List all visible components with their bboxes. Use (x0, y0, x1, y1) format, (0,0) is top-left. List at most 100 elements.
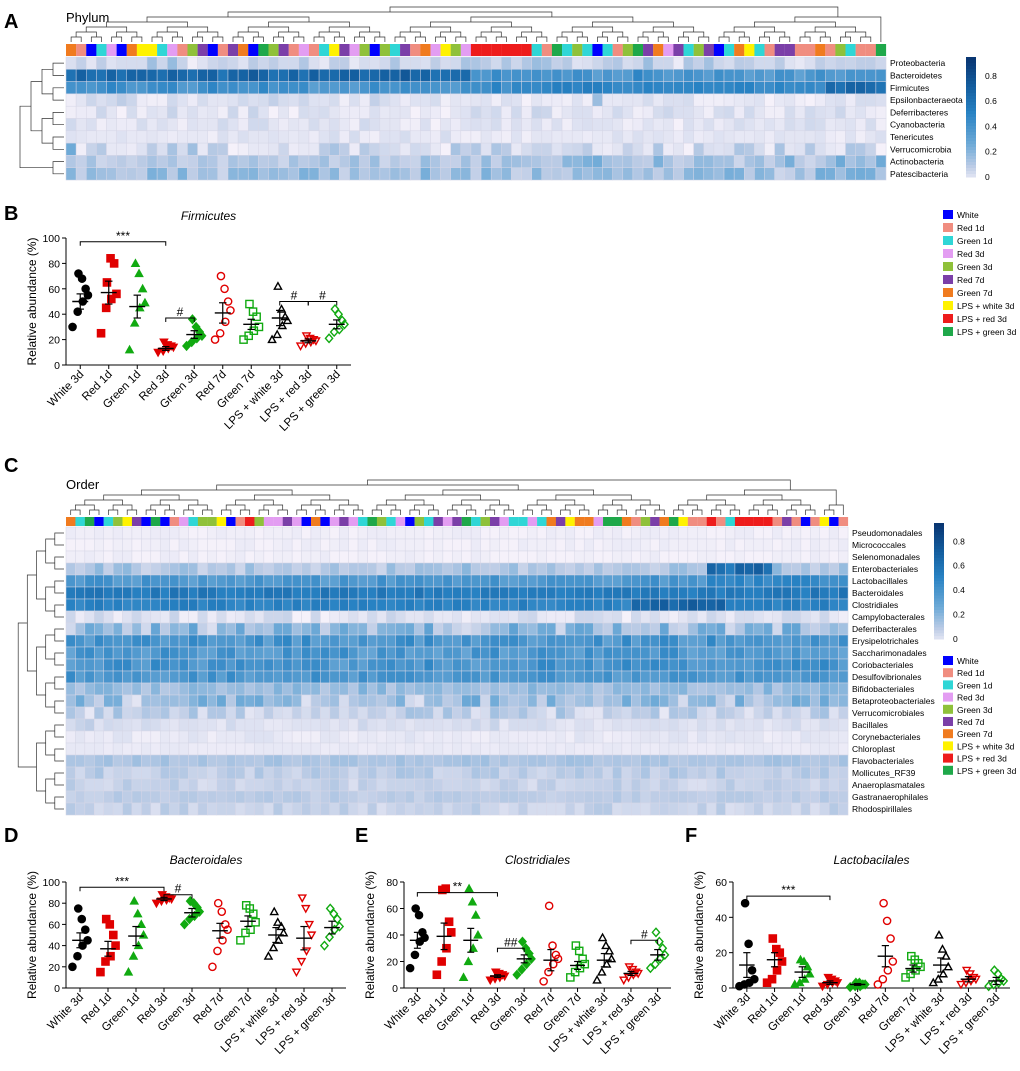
heatmap-cell (546, 550, 557, 564)
heatmap-cell (791, 526, 802, 540)
heatmap-cell (112, 574, 123, 588)
heatmap-cell (489, 550, 500, 564)
heatmap-cell (273, 658, 283, 672)
heatmap-cell (395, 610, 406, 624)
dendrogram-branch (239, 509, 251, 515)
heatmap-cell (583, 550, 594, 564)
row-label: Desulfovibrionales (852, 672, 921, 682)
legend-label: White (957, 656, 979, 666)
group-strip-cell (288, 44, 299, 56)
heatmap-cell (621, 622, 632, 636)
heatmap-cell (150, 646, 161, 660)
heatmap-cell (386, 526, 397, 540)
heatmap-cell (409, 56, 421, 70)
heatmap-cell (835, 56, 846, 70)
heatmap-cell (781, 778, 792, 792)
heatmap-cell (649, 634, 660, 648)
heatmap-cell (131, 778, 142, 792)
heatmap-cell (652, 69, 664, 82)
heatmap-cell (555, 730, 566, 744)
heatmap-cell (188, 526, 199, 540)
heatmap-cell (546, 730, 557, 744)
heatmap-cell (640, 610, 651, 624)
heatmap-cell (258, 167, 269, 181)
heatmap-cell (659, 790, 670, 804)
heatmap-cell (583, 790, 594, 804)
heatmap-cell (106, 105, 117, 119)
heatmap-cell (592, 167, 603, 181)
heatmap-cell (490, 69, 502, 82)
heatmap-cell (744, 634, 755, 648)
heatmap-cell (452, 658, 463, 672)
heatmap-cell (433, 658, 444, 672)
heatmap-cell (527, 538, 538, 552)
heatmap-cell (753, 574, 764, 588)
heatmap-cell (348, 658, 359, 672)
heatmap-cell (490, 142, 502, 156)
heatmap-cell (814, 142, 826, 156)
heatmap-cell (420, 130, 431, 144)
heatmap-cell (527, 622, 538, 636)
colorbar-step (966, 123, 976, 127)
heatmap-cell (706, 670, 717, 684)
heatmap-cell (663, 81, 674, 95)
heatmap-cell (177, 93, 188, 107)
heatmap-cell (291, 658, 302, 672)
heatmap-cell (404, 598, 415, 612)
heatmap-cell (188, 790, 199, 804)
dendrogram-branch (374, 36, 386, 42)
heatmap-cell (693, 167, 705, 181)
heatmap-cell (673, 105, 684, 119)
dendrogram-branch (527, 504, 547, 510)
heatmap-cell (430, 56, 441, 70)
heatmap-cell (602, 790, 613, 804)
heatmap-cell (460, 167, 472, 181)
heatmap-cell (338, 598, 349, 612)
heatmap-cell (631, 802, 642, 816)
heatmap-cell (508, 586, 519, 600)
legend-label: Green 7d (957, 729, 993, 739)
dendrogram-branch (45, 634, 55, 660)
heatmap-cell (235, 538, 246, 552)
significance-bracket (79, 886, 165, 892)
heatmap-cell (433, 610, 444, 624)
heatmap-cell (75, 790, 86, 804)
heatmap-cell (527, 730, 538, 744)
heatmap-cell (511, 81, 522, 95)
heatmap-cell (278, 130, 290, 144)
heatmap-cell (169, 790, 180, 804)
heatmap-cell (65, 155, 77, 168)
heatmap-cell (772, 754, 783, 768)
heatmap-cell (442, 718, 453, 732)
heatmap-cell (640, 526, 651, 540)
heatmap-cell (103, 538, 114, 552)
colorbar-step (934, 604, 944, 608)
group-strip-cell (320, 517, 330, 526)
heatmap-cell (819, 598, 830, 612)
heatmap-cell (187, 142, 198, 156)
heatmap-cell (94, 634, 104, 648)
heatmap-cell (683, 105, 694, 119)
heatmap-cell (339, 155, 350, 168)
heatmap-cell (225, 706, 236, 720)
heatmap-cell (430, 118, 441, 132)
heatmap-cell (574, 574, 585, 588)
heatmap-cell (687, 598, 698, 612)
heatmap-cell (254, 646, 265, 660)
heatmap-cell (555, 526, 566, 540)
y-tick-label: 0 (54, 983, 60, 995)
heatmap-cell (517, 550, 528, 564)
heatmap-cell (379, 118, 391, 132)
data-point (81, 284, 90, 294)
heatmap-cell (433, 574, 444, 588)
data-point (446, 928, 456, 937)
heatmap-cell (301, 766, 312, 780)
heatmap-cell (531, 105, 543, 119)
heatmap-cell (254, 586, 265, 600)
heatmap-cell (263, 538, 274, 552)
heatmap-cell (247, 118, 259, 132)
heatmap-cell (197, 598, 208, 612)
heatmap-cell (693, 130, 705, 144)
heatmap-cell (734, 658, 745, 672)
group-strip-cell (582, 44, 593, 56)
